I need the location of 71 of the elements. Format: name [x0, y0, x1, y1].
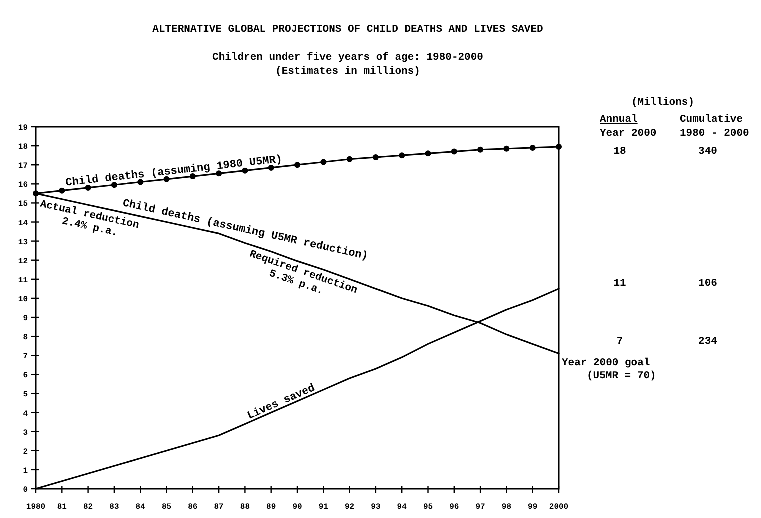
point — [556, 144, 562, 150]
y-tick-label: 13 — [18, 238, 28, 248]
y-tick-label: 10 — [18, 295, 28, 304]
x-tick-label: 94 — [397, 503, 408, 512]
text: Cumulative — [680, 114, 744, 126]
x-tick-label: 1980 — [26, 503, 46, 512]
point — [478, 146, 484, 153]
point — [294, 162, 300, 168]
y-tick-label: 9 — [23, 314, 28, 324]
y-tick-label: 18 — [18, 143, 28, 152]
text: 1980 - 2000 — [680, 128, 750, 140]
point — [320, 159, 327, 166]
text: Year 2000 — [600, 128, 657, 140]
text: 11 — [614, 278, 626, 290]
y-tick-label: 14 — [18, 219, 28, 228]
y-tick-label: 7 — [23, 352, 28, 362]
x-tick-label: 86 — [188, 503, 198, 512]
text: (Millions) — [631, 97, 695, 109]
x-tick-label: 81 — [57, 503, 68, 512]
x-tick-label: 93 — [371, 503, 381, 512]
y-tick-label: 12 — [18, 257, 28, 266]
text: Child deaths (assuming 1980 U5MR) — [65, 154, 284, 190]
point — [216, 170, 222, 177]
y-tick-label: 17 — [18, 162, 28, 172]
text: 234 — [698, 336, 718, 348]
point — [111, 182, 118, 188]
text: 18 — [614, 146, 626, 158]
text: 106 — [698, 278, 718, 290]
y-tick-label: 8 — [23, 334, 28, 343]
y-tick-label: 0 — [23, 486, 28, 495]
y-tick-label: 2 — [23, 448, 28, 457]
text: 340 — [698, 146, 718, 158]
y-tick-label: 1 — [23, 466, 28, 476]
point — [372, 154, 379, 160]
y-tick-label: 15 — [18, 200, 28, 210]
point — [59, 188, 66, 194]
chart-subtitle: Children under five years of age: 1980-2000 (Estimates in millions) — [212, 52, 484, 78]
point — [242, 168, 248, 174]
x-tick-label: 91 — [318, 503, 329, 512]
x-tick-label: 96 — [450, 503, 460, 512]
annotation: Year 2000 goal (U5MR = 70) — [562, 358, 656, 383]
x-tick-label: 95 — [423, 503, 434, 512]
x-tick-label: 99 — [528, 503, 538, 512]
x-tick-label: 88 — [240, 503, 250, 512]
x-tick-label: 84 — [136, 503, 146, 512]
x-tick-label: 2000 — [549, 503, 569, 512]
y-tick-label: 5 — [23, 390, 28, 400]
y-tick-label: 4 — [23, 410, 28, 419]
y-tick-label: 16 — [18, 181, 28, 190]
y-tick-label: 11 — [18, 276, 28, 286]
x-tick-label: 83 — [110, 503, 120, 512]
point — [399, 152, 406, 159]
x-tick-label: 98 — [502, 503, 512, 512]
point — [451, 148, 458, 155]
point — [504, 146, 510, 152]
text: Annual — [600, 114, 638, 126]
x-tick-label: 90 — [292, 503, 302, 512]
x-tick-label: 82 — [83, 503, 94, 512]
x-tick-label: 92 — [344, 503, 355, 512]
text: 7 — [616, 336, 624, 348]
x-tick-label: 87 — [214, 503, 224, 512]
x-tick-label: 85 — [162, 503, 172, 512]
x-tick-label: 89 — [266, 503, 276, 512]
point — [346, 156, 353, 162]
x-tick-label: 97 — [476, 503, 486, 512]
y-tick-label: 19 — [18, 124, 28, 133]
point — [425, 150, 432, 157]
y-tick-label: 3 — [23, 428, 28, 438]
y-tick-label: 6 — [23, 372, 28, 381]
chart-title: ALTERNATIVE GLOBAL PROJECTIONS OF CHILD DEATHS AND LIVES SAVED — [152, 24, 544, 36]
point — [530, 144, 536, 151]
